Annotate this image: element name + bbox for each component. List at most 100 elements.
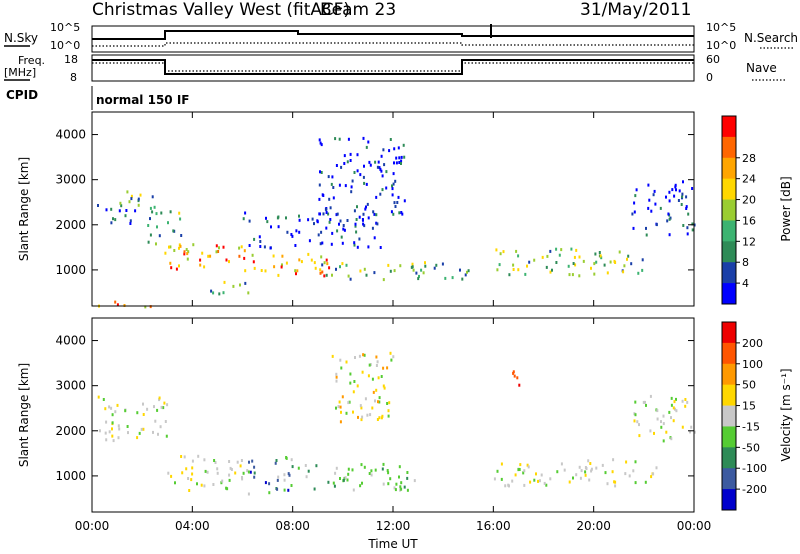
data-cell: [400, 159, 403, 163]
data-cell: [98, 429, 101, 433]
data-cell: [129, 222, 132, 225]
data-cell: [213, 459, 216, 462]
data-cell: [238, 254, 241, 258]
data-cell: [393, 147, 396, 151]
data-cell: [368, 363, 371, 367]
data-cell: [126, 425, 129, 428]
data-cell: [239, 464, 242, 468]
data-cell: [650, 209, 653, 213]
data-cell: [173, 249, 176, 252]
data-cell: [294, 244, 297, 247]
data-cell: [361, 370, 364, 374]
data-cell: [304, 464, 307, 467]
data-cell: [305, 475, 308, 479]
data-cell: [504, 484, 507, 488]
data-cell: [393, 269, 396, 273]
data-cell: [670, 396, 673, 400]
data-cell: [374, 399, 376, 403]
data-cell: [459, 268, 461, 272]
data-cell: [551, 268, 553, 272]
beam-title: Beam 23: [320, 0, 396, 20]
data-cell: [319, 242, 322, 246]
data-cell: [341, 262, 344, 266]
data-cell: [389, 269, 392, 273]
data-cell: [537, 479, 539, 483]
data-cell: [624, 472, 627, 476]
data-cell: [378, 166, 381, 170]
data-cell: [259, 240, 262, 243]
data-cell: [247, 470, 250, 474]
y-tick-label: 2000: [55, 218, 86, 232]
data-cell: [153, 405, 155, 409]
data-cell: [339, 477, 341, 480]
data-cell: [373, 271, 376, 275]
data-cell: [149, 217, 151, 221]
data-cell: [137, 197, 140, 201]
data-cell: [251, 459, 254, 463]
data-cell: [243, 256, 246, 260]
data-cell: [130, 197, 133, 201]
data-cell: [638, 423, 640, 427]
data-cell: [400, 487, 403, 491]
data-cell: [354, 224, 357, 228]
data-cell: [349, 372, 352, 376]
data-cell: [140, 427, 143, 431]
data-cell: [174, 481, 176, 485]
data-cell: [185, 248, 188, 251]
data-cell: [674, 185, 677, 189]
data-cell: [535, 472, 537, 476]
data-cell: [283, 488, 286, 492]
data-cell: [400, 155, 403, 159]
data-cell: [242, 217, 245, 221]
data-cell: [281, 254, 284, 258]
colorbar-tick-label: 28: [742, 152, 756, 165]
data-cell: [203, 265, 206, 269]
data-cell: [507, 483, 510, 487]
data-cell: [511, 479, 514, 483]
data-cell: [313, 487, 316, 491]
panel-frame: [91, 317, 695, 513]
data-cell: [111, 427, 113, 431]
data-cell: [690, 425, 693, 429]
data-cell: [375, 221, 378, 225]
data-cell: [444, 276, 447, 280]
data-cell: [374, 468, 377, 472]
data-cell: [339, 405, 342, 409]
data-cell: [212, 291, 215, 295]
data-cell: [393, 201, 396, 205]
data-cell: [332, 186, 335, 189]
data-cell: [634, 400, 637, 404]
data-cell: [125, 209, 128, 212]
data-cell: [277, 225, 280, 229]
data-cell: [500, 462, 503, 466]
data-cell: [371, 377, 374, 381]
data-cell: [375, 213, 378, 217]
data-cell: [218, 246, 220, 250]
data-cell: [348, 400, 351, 404]
data-cell: [686, 400, 689, 404]
data-cell: [410, 265, 413, 269]
data-cell: [406, 476, 409, 480]
data-cell: [114, 300, 117, 304]
data-cell: [652, 472, 655, 476]
data-cell: [653, 189, 656, 193]
data-cell: [329, 206, 332, 210]
data-cell: [572, 262, 575, 265]
data-cell: [286, 230, 289, 234]
data-cell: [380, 375, 383, 378]
data-cell: [364, 397, 367, 401]
data-cell: [342, 224, 345, 227]
data-cell: [541, 255, 544, 259]
data-cell: [376, 222, 379, 226]
data-cell: [240, 245, 243, 249]
data-cell: [223, 280, 226, 284]
data-cell: [319, 271, 322, 275]
data-cell: [296, 269, 299, 273]
data-cell: [342, 227, 345, 231]
data-cell: [382, 482, 385, 486]
data-cell: [359, 173, 362, 177]
data-cell: [682, 180, 684, 184]
data-cell: [323, 261, 326, 265]
data-cell: [644, 480, 647, 484]
nave-tick-top: 60: [706, 53, 720, 66]
